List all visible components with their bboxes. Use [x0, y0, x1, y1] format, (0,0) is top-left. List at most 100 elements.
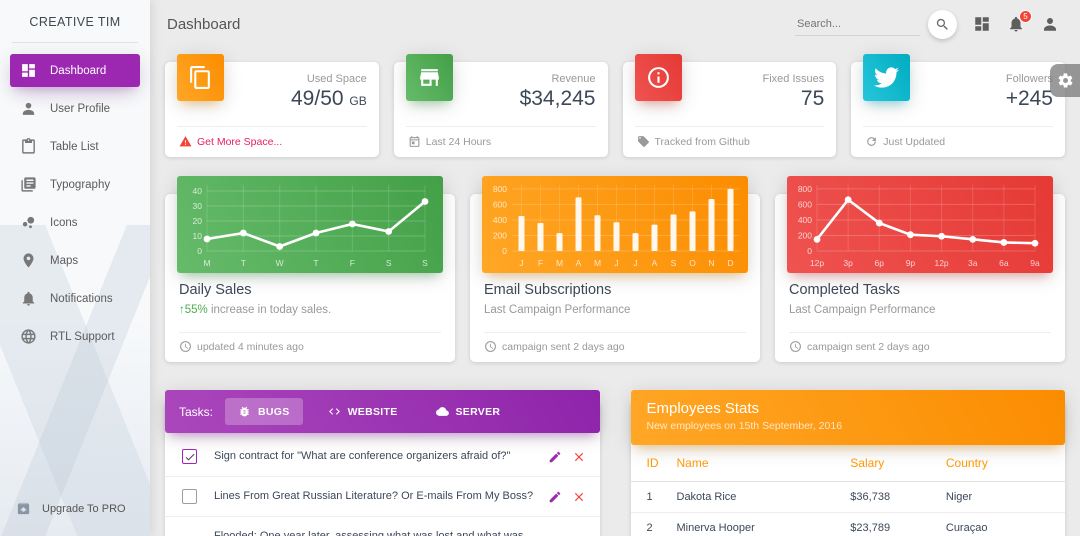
svg-text:6p: 6p [875, 258, 885, 268]
notifications-button[interactable]: 5 [1007, 10, 1032, 33]
sidebar-item-rtl-support[interactable]: RTL Support [10, 320, 140, 353]
chart-title: Completed Tasks [789, 282, 900, 298]
svg-text:S: S [386, 258, 392, 268]
svg-text:N: N [708, 258, 714, 268]
stat-card-fixed-issues: Fixed Issues 75 Tracked from Github [622, 54, 837, 157]
close-icon [572, 490, 586, 504]
get-more-space-link[interactable]: Get More Space... [197, 135, 283, 148]
svg-text:O: O [689, 258, 696, 268]
svg-text:M: M [556, 258, 563, 268]
sidebar-item-notifications[interactable]: Notifications [10, 282, 140, 315]
delete-task-button[interactable] [572, 450, 586, 464]
settings-panel-button[interactable] [1050, 64, 1080, 97]
chart-footer-text: campaign sent 2 days ago [807, 340, 930, 353]
employees-stats-header: Employees Stats New employees on 15th Se… [630, 390, 1065, 445]
column-header-salary: Salary [842, 445, 938, 482]
stat-footer: Just Updated [863, 126, 1053, 157]
stat-value: +245 [1005, 87, 1053, 110]
stat-value: 49/50 GB [291, 87, 367, 110]
chart-footer: updated 4 minutes ago [179, 332, 441, 362]
chart-title: Daily Sales [179, 282, 252, 298]
sidebar-item-label: Typography [50, 178, 111, 191]
stat-value: $34,245 [519, 87, 596, 110]
warning-icon [179, 135, 192, 148]
dashboard-icon [20, 62, 37, 79]
unarchive-icon [16, 501, 31, 516]
place-icon [20, 252, 37, 269]
edit-task-button[interactable] [548, 490, 562, 504]
search-button[interactable] [928, 9, 957, 39]
svg-text:400: 400 [798, 215, 812, 225]
edit-task-button[interactable] [548, 450, 562, 464]
bottom-row: Tasks: BUGS WEBSITE SERVER [165, 390, 1065, 536]
tasks-list: Sign contract for "What are conference o… [165, 433, 600, 536]
task-text: Sign contract for "What are conference o… [214, 450, 511, 462]
stat-card-followers: Followers +245 Just Updated [851, 54, 1065, 157]
svg-text:30: 30 [193, 201, 203, 211]
tasks-card: Tasks: BUGS WEBSITE SERVER [165, 390, 600, 536]
dashboard-shortcut-button[interactable] [973, 15, 991, 33]
sidebar: CREATIVE TIM Dashboard User Profile Tabl… [0, 0, 150, 536]
bell-icon [20, 290, 37, 307]
stat-footer-text: Last 24 Hours [425, 135, 492, 148]
stat-value: 75 [800, 87, 825, 110]
line-chart: 0 10 20 30 40 M T W T F S S [177, 176, 443, 273]
chart-title: Email Subscriptions [484, 282, 612, 298]
svg-text:400: 400 [493, 215, 507, 225]
employees-table: ID Name Salary Country 1 Dakota Rice $36… [630, 445, 1065, 536]
person-icon [1041, 15, 1059, 33]
chart-subtitle: Last Campaign Performance [789, 304, 936, 316]
dashboard-icon [973, 15, 991, 33]
tag-icon [637, 135, 650, 148]
stat-footer-text: Tracked from Github [654, 135, 750, 148]
svg-text:M: M [594, 258, 601, 268]
sidebar-item-table-list[interactable]: Table List [10, 130, 140, 163]
table-row: 2 Minerva Hooper $23,789 Curaçao [630, 512, 1065, 536]
completed-tasks-chart: 0 200 400 600 800 12p 3p 6p 9p 12p 3a 6a 9a [787, 176, 1053, 273]
arrow-up-icon: ↑ [179, 304, 185, 316]
stat-category: Fixed Issues [762, 73, 825, 85]
task-item: Sign contract for "What are conference o… [165, 437, 600, 478]
sidebar-item-dashboard[interactable]: Dashboard [10, 54, 140, 87]
tab-bugs[interactable]: BUGS [225, 398, 303, 425]
task-item: Lines From Great Russian Literature? Or … [165, 477, 600, 518]
tab-website[interactable]: WEBSITE [315, 398, 411, 425]
search-input[interactable] [795, 12, 920, 36]
upgrade-to-pro-button[interactable]: Upgrade To PRO [0, 487, 150, 536]
svg-text:9p: 9p [906, 258, 916, 268]
info-icon [634, 54, 682, 101]
task-checkbox-checked[interactable] [182, 449, 197, 465]
sidebar-item-typography[interactable]: Typography [10, 168, 140, 201]
sidebar-item-user-profile[interactable]: User Profile [10, 92, 140, 125]
employees-stats-card: Employees Stats New employees on 15th Se… [630, 390, 1065, 536]
bell-icon [1007, 15, 1025, 33]
profile-button[interactable] [1041, 15, 1059, 33]
sidebar-item-label: Table List [50, 140, 99, 153]
svg-text:3p: 3p [843, 258, 853, 268]
sidebar-item-icons[interactable]: Icons [10, 206, 140, 239]
stat-card-used-space: Used Space 49/50 GB Get More Space... [165, 54, 379, 157]
code-icon [328, 405, 341, 418]
svg-text:F: F [350, 258, 355, 268]
clipboard-icon [20, 138, 37, 155]
svg-text:800: 800 [798, 184, 812, 194]
sidebar-item-label: RTL Support [50, 330, 115, 343]
task-checkbox[interactable] [182, 489, 197, 505]
daily-sales-chart: 0 10 20 30 40 M T W T F S S [177, 176, 443, 273]
svg-text:0: 0 [197, 246, 202, 256]
sidebar-item-maps[interactable]: Maps [10, 244, 140, 277]
stat-footer-text: Just Updated [883, 135, 946, 148]
svg-text:F: F [538, 258, 543, 268]
charts-row: 0 10 20 30 40 M T W T F S S Daily Sales ↑55% increa… [165, 176, 1065, 362]
sidebar-item-label: Dashboard [50, 64, 107, 77]
line-chart: 0 200 400 600 800 12p 3p 6p 9p 12p 3a 6a 9a [787, 176, 1053, 273]
tasks-header: Tasks: BUGS WEBSITE SERVER [165, 390, 600, 433]
notifications-badge: 5 [1019, 10, 1032, 23]
stat-card-revenue: Revenue $34,245 Last 24 Hours [393, 54, 608, 157]
topbar: Dashboard 5 [165, 0, 1065, 42]
task-item: Flooded: One year later, assessing what … [165, 517, 600, 536]
delete-task-button[interactable] [572, 490, 586, 504]
bubble-chart-icon [20, 214, 37, 231]
tab-server[interactable]: SERVER [423, 398, 514, 425]
